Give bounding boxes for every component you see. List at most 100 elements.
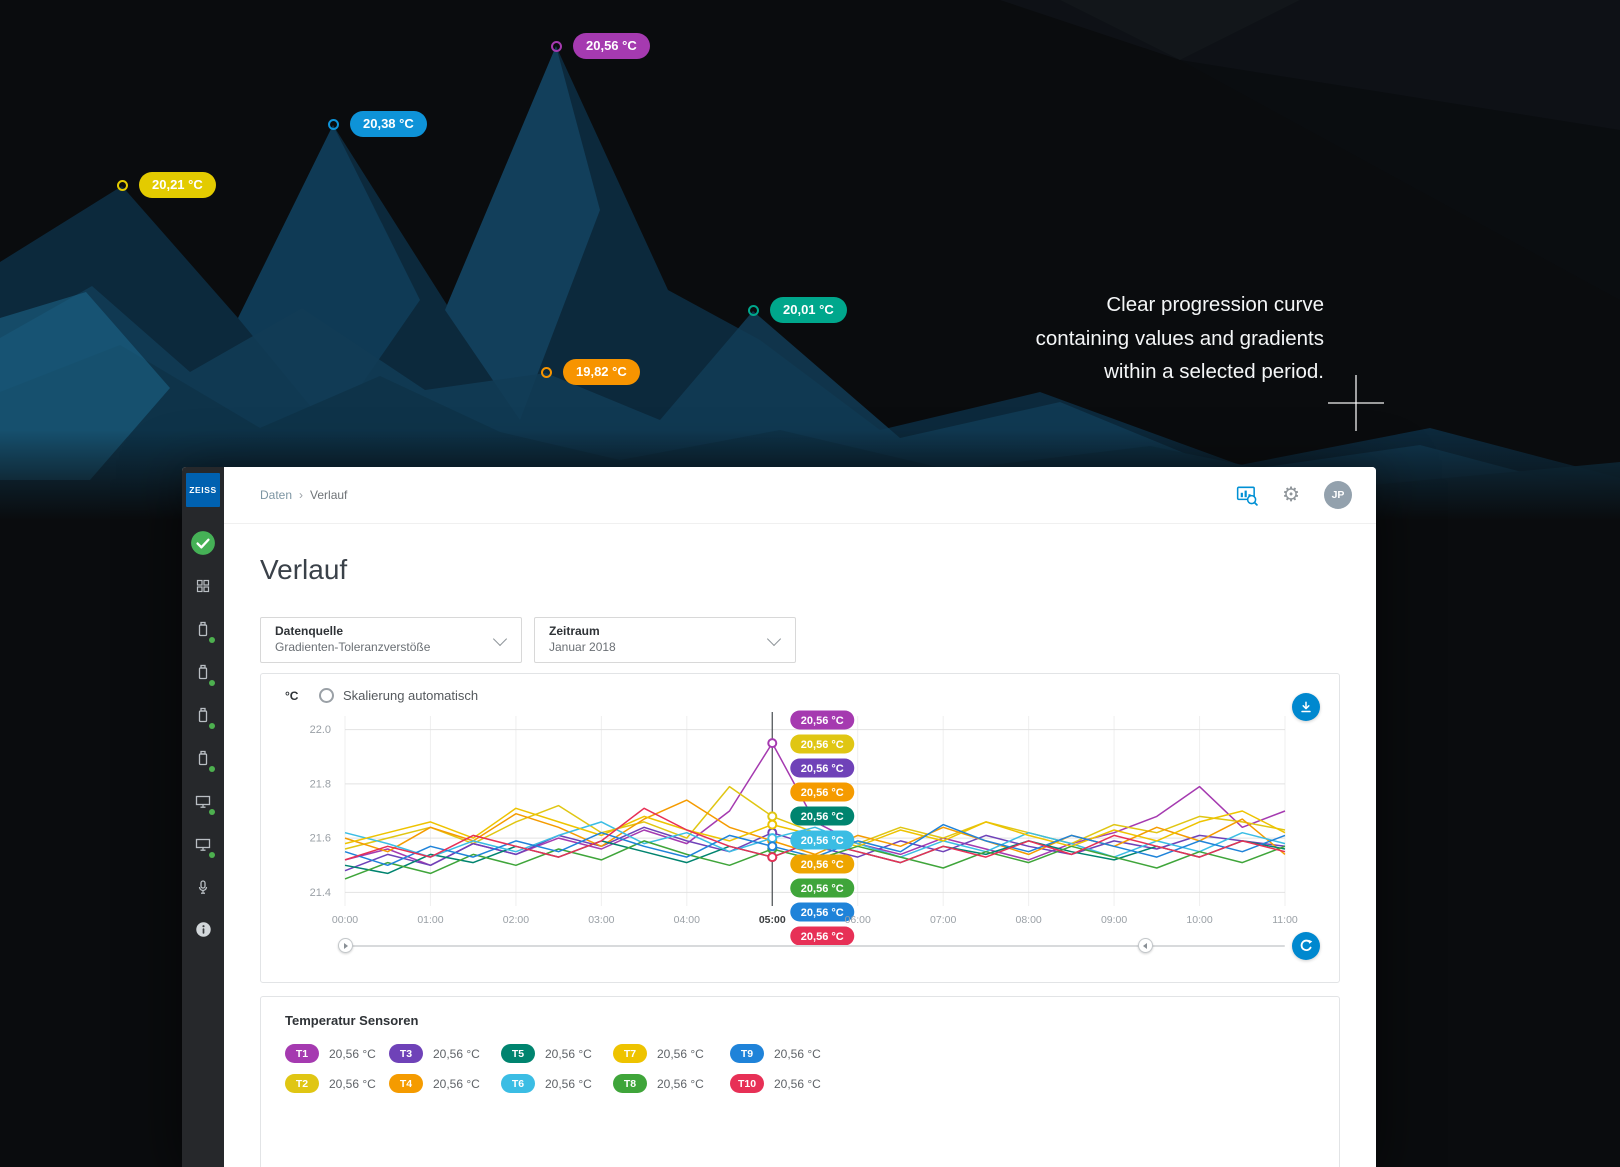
app-window: ZEISS xyxy=(182,467,1376,1167)
svg-text:20,56 °C: 20,56 °C xyxy=(801,739,844,751)
unit-label: °C xyxy=(285,688,299,703)
time-range-slider[interactable] xyxy=(345,945,1285,947)
hero-marker-dot xyxy=(540,366,552,378)
download-button[interactable] xyxy=(1292,693,1320,721)
sensor-legend-item[interactable]: T6 20,56 °C xyxy=(501,1074,613,1093)
svg-text:06:00: 06:00 xyxy=(845,914,871,926)
svg-text:22.0: 22.0 xyxy=(310,724,331,736)
zeiss-logo[interactable]: ZEISS xyxy=(186,473,220,507)
sampler-device-icon xyxy=(198,750,208,765)
status-dot xyxy=(209,809,215,815)
refresh-icon xyxy=(1300,939,1313,952)
sensor-value: 20,56 °C xyxy=(329,1076,376,1091)
mountain-graphic xyxy=(0,0,1620,520)
svg-text:07:00: 07:00 xyxy=(930,914,956,926)
sidebar-item-device-1[interactable] xyxy=(182,607,224,650)
sensor-value: 20,56 °C xyxy=(774,1076,821,1091)
main-area: Daten › Verlauf ⚙ JP Verlauf xyxy=(224,467,1376,1167)
sidebar-item-device-4[interactable] xyxy=(182,736,224,779)
topbar: Daten › Verlauf ⚙ JP xyxy=(224,467,1376,524)
sensor-value: 20,56 °C xyxy=(545,1076,592,1091)
svg-text:20,56 °C: 20,56 °C xyxy=(801,931,844,943)
sensor-value: 20,56 °C xyxy=(545,1046,592,1061)
svg-text:10:00: 10:00 xyxy=(1186,914,1212,926)
refresh-button[interactable] xyxy=(1292,932,1320,960)
sensor-legend-item[interactable]: T3 20,56 °C xyxy=(389,1044,501,1063)
svg-text:20,56 °C: 20,56 °C xyxy=(801,715,844,727)
sidebar-item-monitor-1[interactable] xyxy=(182,779,224,822)
auto-scale-label: Skalierung automatisch xyxy=(343,688,479,703)
sensor-badge: T10 xyxy=(730,1074,764,1093)
slider-handle-right[interactable] xyxy=(1138,938,1153,953)
svg-text:20,56 °C: 20,56 °C xyxy=(801,907,844,919)
hero-marker-dot xyxy=(747,304,759,316)
history-chart-panel: °C Skalierung automatisch 20,56 °C 2 xyxy=(260,673,1340,983)
hero-value-badge: 20,56 °C xyxy=(573,33,650,59)
hero-caption: Clear progression curve containing values… xyxy=(904,288,1324,389)
sensor-legend-item[interactable]: T4 20,56 °C xyxy=(389,1074,501,1093)
auto-scale-radio[interactable] xyxy=(319,688,334,703)
microphone-icon xyxy=(198,879,208,894)
hero-caption-line: Clear progression curve xyxy=(1106,293,1324,316)
dropdown-zeitraum[interactable]: Zeitraum Januar 2018 xyxy=(534,617,796,663)
status-dot xyxy=(209,723,215,729)
arrow-left-icon xyxy=(1143,942,1147,949)
dropdown-label: Zeitraum xyxy=(549,624,600,638)
dropdown-datenquelle[interactable]: Datenquelle Gradienten-Toleranzverstöße xyxy=(260,617,522,663)
svg-text:00:00: 00:00 xyxy=(332,914,358,926)
svg-text:20,56 °C: 20,56 °C xyxy=(801,811,844,823)
sensor-legend-item[interactable]: T8 20,56 °C xyxy=(613,1074,730,1093)
svg-text:20,56 °C: 20,56 °C xyxy=(801,835,844,847)
sidebar-item-sensor[interactable] xyxy=(182,865,224,908)
sampler-device-icon xyxy=(198,664,208,679)
hero-value-badge: 20,38 °C xyxy=(350,111,427,137)
sidebar-item-info[interactable] xyxy=(182,908,224,951)
sensor-badge: T6 xyxy=(501,1074,535,1093)
sensor-legend: T1 20,56 °C T3 20,56 °C T5 20,56 °C T7 20,56 °C… xyxy=(285,1044,1315,1093)
dropdown-label: Datenquelle xyxy=(275,624,344,638)
monitor-icon xyxy=(195,838,211,851)
info-icon xyxy=(195,922,211,937)
slider-handle-left[interactable] xyxy=(338,938,353,953)
sidebar-item-dashboard[interactable] xyxy=(182,564,224,607)
settings-gear-icon[interactable]: ⚙ xyxy=(1282,484,1300,506)
download-icon xyxy=(1301,701,1311,713)
check-circle-icon xyxy=(191,530,215,555)
sensor-legend-item[interactable]: T2 20,56 °C xyxy=(285,1074,389,1093)
chart-search-icon[interactable] xyxy=(1236,484,1258,506)
history-chart[interactable]: 20,56 °C 20,56 °C 20,56 °C 20,56 °C 20,56 °C… xyxy=(285,710,1319,946)
hero-marker-dot xyxy=(116,179,128,191)
sensor-value: 20,56 °C xyxy=(657,1076,704,1091)
sidebar-item-device-2[interactable] xyxy=(182,650,224,693)
status-dot xyxy=(209,680,215,686)
sensor-legend-item[interactable]: T5 20,56 °C xyxy=(501,1044,613,1063)
status-dot xyxy=(209,766,215,772)
svg-text:20,56 °C: 20,56 °C xyxy=(801,883,844,895)
grid-icon xyxy=(196,579,210,592)
sensor-legend-item[interactable]: T7 20,56 °C xyxy=(613,1044,730,1063)
dropdown-value: Gradienten-Toleranzverstöße xyxy=(275,640,431,654)
sidebar-item-device-3[interactable] xyxy=(182,693,224,736)
sensor-badge: T3 xyxy=(389,1044,423,1063)
sensor-legend-item[interactable]: T9 20,56 °C xyxy=(730,1044,870,1063)
sensor-legend-item[interactable]: T10 20,56 °C xyxy=(730,1074,870,1093)
sensor-legend-item[interactable]: T1 20,56 °C xyxy=(285,1044,389,1063)
chart-cursor[interactable] xyxy=(767,712,778,906)
sidebar: ZEISS xyxy=(182,467,224,1167)
sidebar-item-status-ok[interactable] xyxy=(182,521,224,564)
svg-text:11:00: 11:00 xyxy=(1272,914,1298,926)
sensor-badge: T8 xyxy=(613,1074,647,1093)
breadcrumb-item-daten[interactable]: Daten xyxy=(260,488,293,502)
hero-value-badge: 20,01 °C xyxy=(770,297,847,323)
sampler-device-icon xyxy=(198,707,208,722)
svg-text:05:00: 05:00 xyxy=(759,914,786,926)
sampler-device-icon xyxy=(198,621,208,636)
dropdown-value: Januar 2018 xyxy=(549,640,616,654)
crosshair-icon xyxy=(1328,375,1384,431)
user-avatar[interactable]: JP xyxy=(1324,481,1352,509)
sensor-badge: T4 xyxy=(389,1074,423,1093)
sidebar-item-monitor-2[interactable] xyxy=(182,822,224,865)
svg-text:02:00: 02:00 xyxy=(503,914,529,926)
sensors-panel: Temperatur Sensoren T1 20,56 °C T3 20,56 °C… xyxy=(260,996,1340,1167)
breadcrumb-item-verlauf: Verlauf xyxy=(310,488,348,502)
